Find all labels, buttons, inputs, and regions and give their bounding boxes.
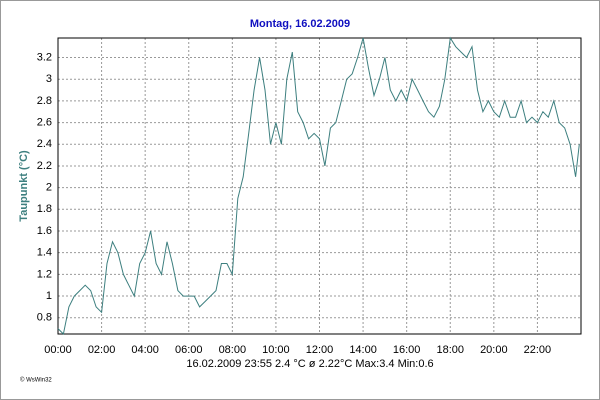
y-tick-label: 2.6 <box>37 116 52 128</box>
y-tick-label: 2 <box>46 182 52 194</box>
x-tick-label: 18:00 <box>436 344 464 356</box>
y-tick-label: 3 <box>46 73 52 85</box>
x-tick-label: 20:00 <box>480 344 508 356</box>
data-line <box>57 36 580 336</box>
y-tick-label: 0.8 <box>37 312 52 324</box>
y-tick-label: 1.2 <box>37 268 52 280</box>
x-tick-label: 02:00 <box>88 344 116 356</box>
x-tick-label: 22:00 <box>524 344 552 356</box>
y-tick-label: 1.8 <box>37 203 52 215</box>
x-tick-label: 10:00 <box>262 344 290 356</box>
x-tick-label: 08:00 <box>219 344 247 356</box>
x-tick-label: 12:00 <box>306 344 334 356</box>
y-tick-label: 1 <box>46 290 52 302</box>
y-tick-label: 2.8 <box>37 95 52 107</box>
x-tick-label: 16:00 <box>393 344 421 356</box>
x-tick-label: 06:00 <box>175 344 203 356</box>
plot-area <box>57 37 582 335</box>
chart-title: Montag, 16.02.2009 <box>250 18 350 30</box>
y-tick-label: 1.4 <box>37 247 52 259</box>
footer: 16.02.2009 23:55 2.4 °C ø 2.22°C Max:3.4… <box>186 358 433 370</box>
y-tick-label: 2.2 <box>37 160 52 172</box>
y-tick-label: 3.2 <box>37 51 52 63</box>
x-tick-label: 00:00 <box>44 344 72 356</box>
y-tick-label: 2.4 <box>37 138 52 150</box>
y-axis-label: Taupunkt (°C) <box>18 150 30 222</box>
credit: © WsWin32 <box>20 377 52 384</box>
x-tick-label: 14:00 <box>349 344 377 356</box>
y-tick-label: 1.6 <box>37 225 52 237</box>
x-tick-label: 04:00 <box>131 344 159 356</box>
